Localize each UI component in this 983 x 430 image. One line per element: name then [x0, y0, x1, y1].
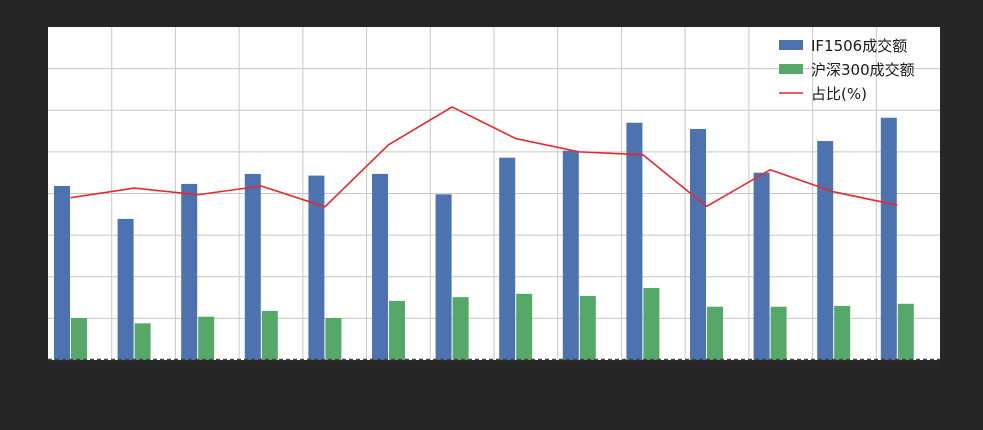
bar-if1506 — [499, 157, 516, 360]
bar-if1506 — [181, 183, 198, 360]
bar-hs300 — [261, 310, 278, 360]
bar-hs300 — [643, 287, 660, 360]
bar-hs300 — [452, 297, 469, 360]
legend: IF1506成交额 沪深300成交额 占比(%) — [779, 37, 915, 103]
bar-if1506 — [308, 175, 325, 360]
legend-label-if1506: IF1506成交额 — [811, 37, 907, 55]
bar-hs300 — [770, 306, 787, 360]
legend-label-hs300: 沪深300成交额 — [811, 61, 915, 79]
bar-if1506 — [435, 194, 452, 360]
bar-if1506 — [690, 128, 706, 360]
bar-hs300 — [71, 317, 87, 360]
bar-hs300 — [198, 316, 215, 360]
bar-hs300 — [134, 323, 151, 360]
bar-if1506 — [244, 173, 261, 360]
legend-swatch-hs300 — [779, 64, 803, 74]
bar-hs300 — [897, 303, 914, 360]
legend-swatch-if1506 — [779, 40, 803, 50]
ratio-line — [70, 106, 898, 208]
bar-if1506 — [562, 150, 579, 360]
bar-hs300 — [707, 306, 723, 360]
ratio-line-layer — [70, 106, 898, 208]
bar-if1506 — [817, 141, 834, 360]
bar-if1506 — [626, 122, 643, 360]
bar-hs300 — [516, 293, 533, 360]
bar-hs300 — [579, 295, 596, 360]
bar-hs300 — [834, 305, 851, 360]
bar-if1506 — [880, 117, 897, 361]
bar-hs300 — [389, 300, 405, 360]
bar-if1506 — [117, 218, 134, 360]
legend-label-ratio: 占比(%) — [811, 85, 867, 103]
bars — [54, 117, 914, 361]
bar-if1506 — [54, 186, 70, 360]
bar-if1506 — [753, 172, 770, 360]
bar-hs300 — [325, 317, 342, 360]
bar-if1506 — [372, 173, 388, 360]
